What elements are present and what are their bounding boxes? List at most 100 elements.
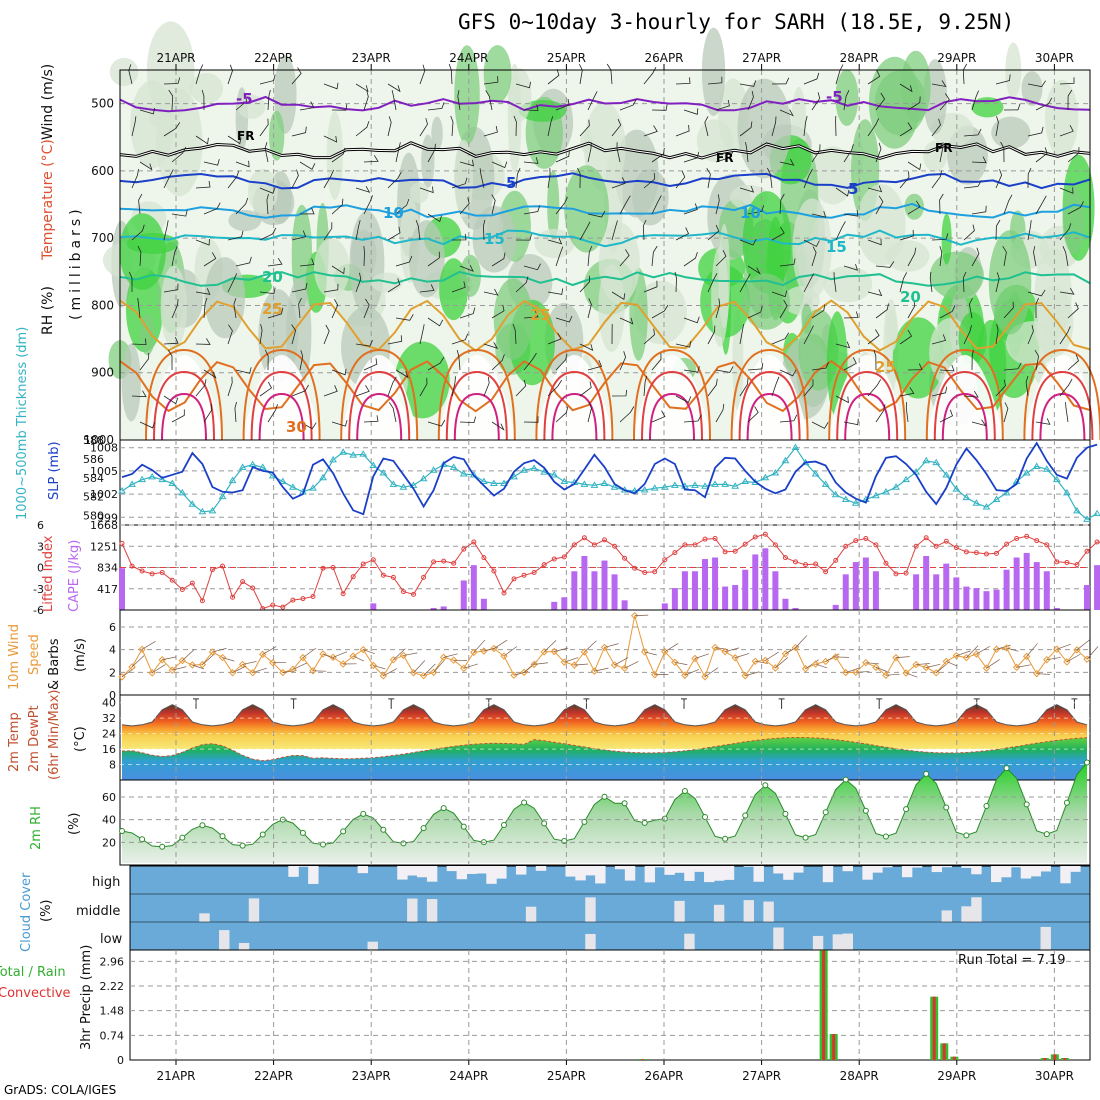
wind-barb: [201, 89, 205, 111]
top-date-label: 30APR: [1035, 51, 1074, 65]
li-point: [853, 538, 859, 544]
temp-max-marker: [290, 698, 297, 709]
wind-barb: [355, 220, 361, 241]
wind-barb: [651, 195, 662, 215]
wind10-barb: [624, 661, 639, 669]
thickness-point: [1083, 515, 1091, 522]
wind-barb: [547, 69, 560, 85]
wind-barb: [715, 151, 734, 163]
wind10-barb: [674, 661, 688, 666]
wind-barb: [1003, 194, 1013, 215]
temp2m-ytick: 16: [102, 743, 116, 756]
wind-barb: [1035, 195, 1047, 215]
wind10-barb: [534, 662, 548, 665]
temp-contour: [119, 270, 1091, 287]
thick-ytick: 580: [83, 510, 104, 523]
li-point: [823, 569, 829, 575]
li-point: [571, 542, 577, 548]
cape-bar: [1013, 557, 1020, 610]
wind-barb: [163, 395, 179, 405]
rh2m-point: [1023, 801, 1030, 808]
wind-barb: [547, 116, 554, 137]
wind-barb: [907, 363, 923, 371]
wind-barb: [939, 364, 955, 372]
wind10-point: [450, 656, 458, 664]
contour-label: -5: [236, 90, 253, 108]
rh2m-point: [903, 806, 910, 813]
thickness-point: [228, 476, 237, 484]
li-point: [551, 556, 557, 562]
wind-barb: [747, 406, 759, 423]
wind-barb: [811, 246, 817, 267]
rh-blob: [130, 80, 175, 169]
wind10-point: [570, 661, 579, 669]
wind-barb: [939, 193, 944, 215]
thickness-point: [922, 456, 931, 464]
wind10-point: [731, 654, 739, 662]
cloud-high-gap: [1020, 866, 1032, 879]
li-point: [632, 565, 638, 571]
rh2m-ytick: 60: [102, 791, 116, 804]
li-point: [943, 538, 949, 544]
credit-label: GrADS: COLA/IGES: [4, 1083, 117, 1097]
thickness-point: [1093, 509, 1100, 517]
rh-blob: [701, 27, 726, 117]
wind-barb: [1035, 97, 1053, 111]
wind10-barb: [1076, 639, 1090, 651]
wind10-barb: [1016, 664, 1031, 668]
wind-barb: [395, 255, 413, 267]
wind-barb: [1003, 103, 1021, 111]
wind-barb: [1059, 77, 1075, 85]
cape-ytick: 1251: [90, 540, 118, 553]
wind-barb: [995, 379, 1006, 397]
wind-barb: [299, 421, 317, 430]
wind10-point: [721, 648, 729, 656]
cloud-mid-gap: [674, 900, 685, 922]
wind-barb: [843, 311, 859, 319]
thickness-point: [389, 480, 398, 487]
wind-barb: [171, 146, 187, 163]
li-point: [270, 602, 276, 608]
wind10-point: [269, 659, 277, 667]
li-ytick: -6: [33, 604, 44, 617]
rh2m-point: [963, 832, 970, 839]
li-point: [330, 565, 336, 570]
wind-barb: [547, 379, 563, 397]
wind-barb: [779, 414, 798, 423]
dewpt2m-line: [121, 736, 1088, 762]
li-point: [390, 574, 396, 580]
wind10-barb: [322, 653, 335, 659]
thickness-point: [771, 469, 780, 476]
wind10-barb: [252, 667, 267, 674]
wind-barb: [291, 230, 307, 241]
precip-conv-bar: [1053, 1054, 1057, 1060]
rh2m-point: [681, 788, 688, 795]
cloud-high-gap: [743, 866, 755, 867]
wind-barb: [835, 64, 844, 85]
wind-barb: [355, 83, 369, 93]
li-point: [149, 571, 155, 577]
wind10-point: [339, 660, 347, 668]
cloud-high-gap: [397, 866, 408, 880]
rh2m-point: [1043, 831, 1050, 838]
wind10-barb: [162, 656, 177, 661]
rh-blob: [598, 222, 640, 304]
cape-bar: [591, 571, 598, 610]
wind-barb: [227, 376, 233, 397]
hot-contour: [258, 392, 305, 441]
wind10-point: [641, 648, 649, 656]
cape-bar: [1094, 565, 1100, 610]
wind10-point: [359, 645, 367, 654]
top-date-label: 23APR: [352, 51, 391, 65]
wind-barb: [1059, 187, 1074, 194]
wind-barb: [867, 185, 883, 193]
wind-barb: [523, 416, 539, 423]
wind-barb: [547, 237, 563, 245]
bottom-date-label: 30APR: [1035, 1069, 1074, 1083]
wind-barb: [299, 258, 315, 267]
wind-barb: [171, 246, 178, 267]
wind10-point: [349, 652, 357, 660]
temp2m-ytick: 40: [102, 697, 116, 710]
wind-barb: [715, 194, 720, 215]
wind-barb: [427, 356, 445, 371]
